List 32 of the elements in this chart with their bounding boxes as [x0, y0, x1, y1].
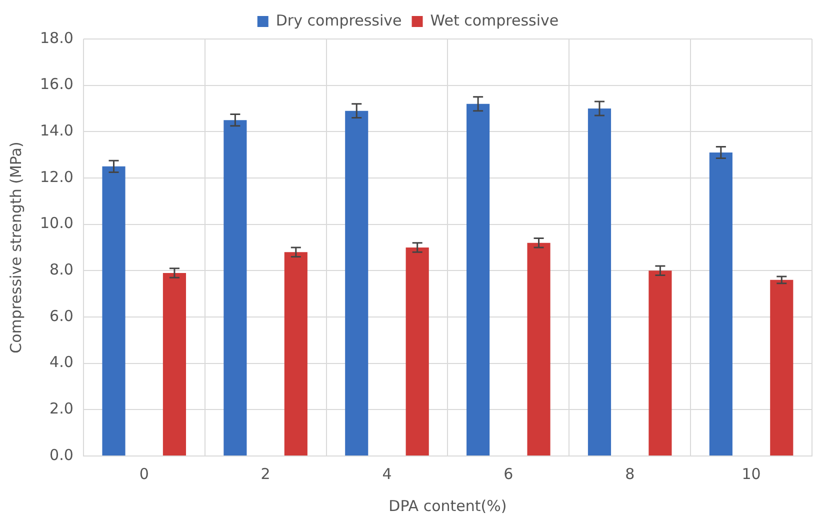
bar — [527, 242, 550, 456]
bar — [466, 104, 490, 456]
y-tick-label: 18.0 — [40, 28, 74, 47]
x-tick-label: 6 — [504, 464, 514, 483]
bar — [102, 166, 126, 456]
y-tick-label: 2.0 — [50, 400, 74, 418]
x-tick-label: 2 — [260, 464, 270, 483]
bar — [406, 248, 429, 456]
bar — [709, 152, 732, 456]
y-tick-label: 14.0 — [40, 122, 74, 140]
bar — [770, 280, 794, 456]
legend-label: Wet compressive — [430, 11, 559, 30]
x-tick-label: 4 — [382, 464, 392, 483]
y-tick-label: 16.0 — [40, 75, 74, 94]
bar — [648, 270, 672, 456]
bar — [284, 252, 308, 456]
legend-label: Dry compressive — [276, 11, 402, 30]
bar — [345, 110, 368, 456]
x-tick-label: 8 — [625, 464, 635, 483]
x-axis-title: DPA content(%) — [388, 496, 507, 515]
y-axis-title: Compressive strength (MPa) — [6, 142, 25, 354]
bar — [162, 272, 186, 456]
y-tick-label: 8.0 — [50, 260, 74, 279]
y-tick-label: 6.0 — [50, 306, 74, 325]
y-tick-label: 4.0 — [50, 353, 74, 372]
y-tick-label: 0.0 — [50, 446, 74, 464]
bar — [224, 120, 247, 456]
bar — [588, 108, 612, 456]
x-tick-label: 0 — [139, 464, 149, 483]
x-tick-label: 10 — [742, 464, 761, 483]
y-tick-label: 12.0 — [40, 168, 74, 186]
y-tick-label: 10.0 — [40, 214, 74, 232]
